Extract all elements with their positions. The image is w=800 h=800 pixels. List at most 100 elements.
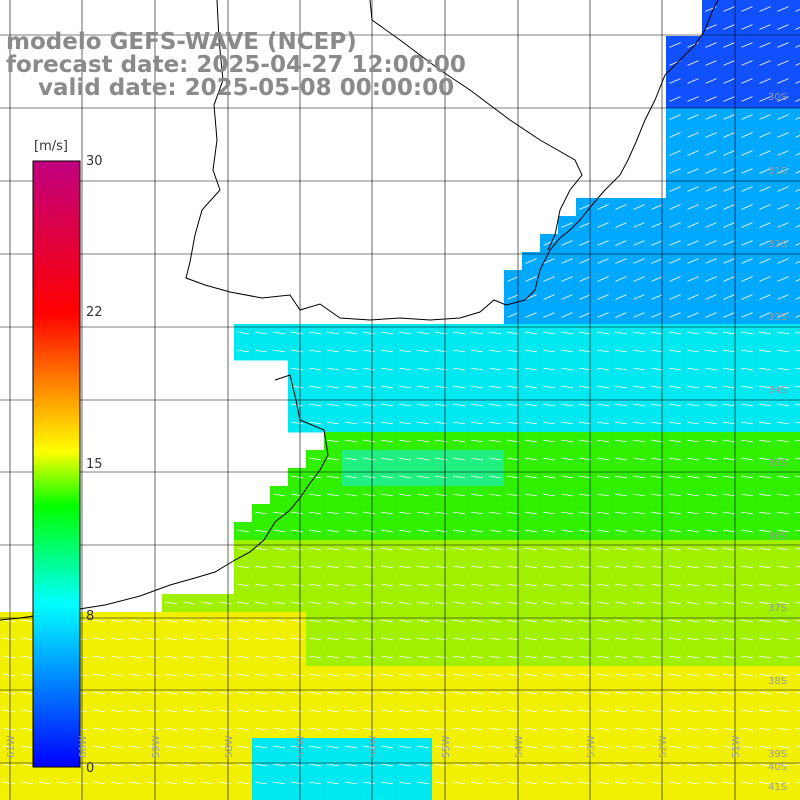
wind-arrow bbox=[165, 673, 177, 677]
wind-arrow bbox=[507, 367, 519, 371]
wind-arrow bbox=[597, 204, 609, 210]
wind-arrow bbox=[777, 475, 789, 479]
wind-arrow bbox=[669, 240, 681, 246]
wind-cell bbox=[504, 792, 523, 800]
wind-arrow bbox=[327, 331, 339, 335]
wind-arrow bbox=[561, 385, 573, 389]
wind-arrow bbox=[795, 673, 800, 676]
wind-arrow bbox=[777, 493, 789, 497]
wind-arrow bbox=[327, 457, 339, 461]
wind-arrow bbox=[777, 601, 789, 605]
wind-arrow bbox=[309, 367, 321, 371]
wind-arrow bbox=[777, 421, 789, 425]
wind-arrow bbox=[507, 619, 519, 623]
wind-arrow bbox=[687, 114, 699, 120]
wind-arrow bbox=[669, 493, 681, 497]
wind-arrow bbox=[669, 204, 681, 210]
wind-arrow bbox=[723, 493, 735, 497]
wind-arrow bbox=[471, 493, 483, 497]
wind-arrow bbox=[543, 691, 555, 695]
wind-arrow bbox=[543, 547, 555, 551]
wind-arrow bbox=[651, 583, 663, 587]
wind-arrow bbox=[723, 312, 735, 318]
wind-arrow bbox=[633, 457, 645, 461]
wind-arrow bbox=[255, 781, 267, 785]
wind-arrow bbox=[687, 709, 699, 713]
wind-arrow bbox=[615, 709, 627, 713]
wind-arrow bbox=[777, 511, 789, 515]
model-title: modelo GEFS-WAVE (NCEP) bbox=[6, 29, 357, 55]
wind-arrow bbox=[759, 204, 771, 210]
wind-arrow bbox=[561, 763, 573, 767]
wind-arrow bbox=[705, 691, 717, 695]
wind-arrow bbox=[669, 475, 681, 479]
wind-arrow bbox=[633, 403, 645, 407]
wind-arrow bbox=[759, 475, 771, 479]
wind-arrow bbox=[687, 132, 699, 138]
wind-arrow bbox=[687, 727, 699, 731]
wind-arrow bbox=[597, 583, 609, 587]
wind-arrow bbox=[579, 637, 591, 641]
wind-arrow bbox=[201, 637, 213, 641]
wind-arrow bbox=[669, 655, 681, 659]
wind-arrow bbox=[705, 439, 717, 443]
wind-cell bbox=[792, 90, 800, 109]
wind-arrow bbox=[741, 529, 753, 533]
wind-arrow bbox=[3, 781, 15, 785]
wind-arrow bbox=[777, 96, 789, 102]
wind-arrow bbox=[165, 691, 177, 695]
wind-arrow bbox=[219, 619, 231, 623]
coastline-south bbox=[0, 374, 329, 621]
wind-arrow bbox=[327, 475, 339, 479]
wind-arrow bbox=[525, 763, 537, 767]
wind-arrow bbox=[111, 691, 123, 695]
wind-cell bbox=[594, 792, 613, 800]
wind-cell bbox=[792, 792, 800, 800]
wind-arrow bbox=[687, 150, 699, 156]
wind-arrow bbox=[597, 691, 609, 695]
wind-arrow bbox=[327, 709, 339, 713]
wind-arrow bbox=[633, 547, 645, 551]
wind-arrow bbox=[543, 637, 555, 641]
wind-arrow bbox=[597, 403, 609, 407]
wind-arrow bbox=[597, 673, 609, 677]
wind-arrow bbox=[669, 421, 681, 425]
wind-arrow bbox=[651, 385, 663, 389]
wind-arrow bbox=[417, 583, 429, 587]
wind-arrow bbox=[21, 619, 33, 623]
wind-arrow bbox=[489, 511, 501, 515]
wind-arrow bbox=[651, 240, 663, 246]
wind-arrow bbox=[651, 312, 663, 318]
wind-arrow bbox=[723, 637, 735, 641]
wind-arrow bbox=[471, 619, 483, 623]
wind-arrow bbox=[579, 763, 591, 767]
wind-arrow bbox=[345, 619, 357, 623]
wind-arrow bbox=[723, 96, 735, 102]
wind-arrow bbox=[759, 276, 771, 282]
wind-arrow bbox=[777, 132, 789, 138]
wind-cell bbox=[792, 774, 800, 793]
wind-arrow bbox=[381, 763, 393, 767]
lon-label: 61W bbox=[6, 735, 17, 758]
wind-arrow bbox=[597, 240, 609, 246]
wind-arrow bbox=[687, 601, 699, 605]
wind-arrow bbox=[453, 601, 465, 605]
wind-arrow bbox=[579, 312, 591, 318]
wind-arrow bbox=[723, 331, 735, 335]
wind-cell bbox=[792, 252, 800, 271]
wind-arrow bbox=[759, 6, 771, 12]
wind-arrow bbox=[651, 763, 663, 767]
wind-arrow bbox=[741, 276, 753, 282]
wind-arrow bbox=[687, 619, 699, 623]
wind-arrow bbox=[183, 691, 195, 695]
wind-arrow bbox=[795, 314, 800, 318]
wind-arrow bbox=[291, 511, 303, 515]
wind-arrow bbox=[777, 150, 789, 156]
wind-arrow bbox=[651, 655, 663, 659]
wind-arrow bbox=[165, 745, 177, 749]
wind-arrow bbox=[669, 511, 681, 515]
lon-label: 57W bbox=[296, 735, 307, 758]
wind-arrow bbox=[237, 601, 249, 605]
wind-arrow bbox=[561, 403, 573, 407]
wind-arrow bbox=[669, 565, 681, 569]
